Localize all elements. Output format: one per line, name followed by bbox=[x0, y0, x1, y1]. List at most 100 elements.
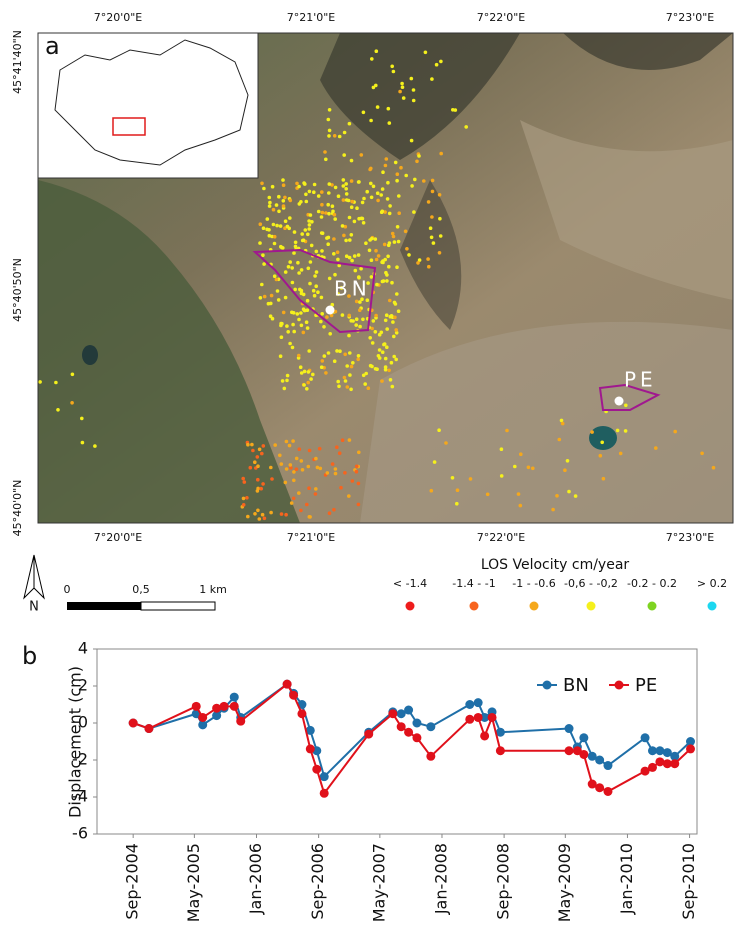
legend-swatch bbox=[648, 602, 657, 611]
y-tick-label: -2 bbox=[72, 750, 88, 769]
velocity-point bbox=[299, 311, 303, 315]
panel-label: b bbox=[22, 642, 37, 670]
velocity-point bbox=[307, 370, 311, 374]
velocity-point bbox=[277, 210, 281, 214]
panel-label: a bbox=[45, 32, 60, 60]
legend-label: PE bbox=[635, 675, 657, 696]
velocity-point bbox=[280, 512, 284, 516]
velocity-point bbox=[389, 315, 393, 319]
velocity-point bbox=[412, 210, 416, 214]
data-point bbox=[236, 717, 245, 726]
velocity-point bbox=[292, 497, 296, 501]
velocity-point bbox=[381, 259, 385, 263]
velocity-point bbox=[70, 401, 74, 405]
x-tick-label: Sep-2008 bbox=[494, 843, 513, 920]
velocity-point bbox=[319, 320, 323, 324]
velocity-point bbox=[327, 118, 331, 122]
velocity-point bbox=[386, 197, 390, 201]
velocity-point bbox=[279, 224, 283, 228]
velocity-point bbox=[456, 488, 460, 492]
velocity-point bbox=[381, 210, 385, 214]
velocity-point bbox=[299, 365, 303, 369]
velocity-point bbox=[326, 242, 330, 246]
velocity-point bbox=[432, 241, 436, 245]
velocity-point bbox=[350, 365, 354, 369]
velocity-point bbox=[282, 199, 286, 203]
y-tick-label: -6 bbox=[72, 824, 88, 843]
velocity-point bbox=[273, 235, 277, 239]
velocity-point bbox=[358, 325, 362, 329]
velocity-point bbox=[350, 200, 354, 204]
velocity-point bbox=[616, 429, 620, 433]
velocity-point bbox=[331, 204, 335, 208]
velocity-point bbox=[322, 325, 326, 329]
data-point bbox=[670, 759, 679, 768]
velocity-point bbox=[344, 182, 348, 186]
velocity-point bbox=[300, 232, 304, 236]
velocity-point bbox=[654, 446, 658, 450]
velocity-point bbox=[369, 167, 373, 171]
x-tick-label: May-2009 bbox=[555, 843, 574, 922]
velocity-point bbox=[243, 480, 247, 484]
velocity-point bbox=[267, 302, 271, 306]
velocity-point bbox=[285, 440, 289, 444]
latitude-label: 45°40'0"N bbox=[11, 480, 24, 537]
velocity-point bbox=[272, 223, 276, 227]
velocity-point bbox=[392, 335, 396, 339]
velocity-point bbox=[396, 225, 400, 229]
velocity-point bbox=[374, 249, 378, 253]
velocity-point bbox=[71, 373, 75, 377]
velocity-point bbox=[344, 379, 348, 383]
velocity-point bbox=[259, 222, 263, 226]
velocity-point bbox=[338, 135, 342, 139]
velocity-point bbox=[342, 234, 346, 238]
velocity-point bbox=[397, 211, 401, 215]
velocity-point bbox=[286, 330, 290, 334]
velocity-point bbox=[320, 296, 324, 300]
site-marker bbox=[615, 397, 624, 406]
legend-swatch bbox=[587, 602, 596, 611]
north-arrow bbox=[24, 555, 44, 598]
velocity-point bbox=[245, 496, 249, 500]
data-point bbox=[388, 709, 397, 718]
legend-label: -1 - -0.6 bbox=[512, 577, 555, 590]
velocity-point bbox=[293, 230, 297, 234]
velocity-point bbox=[291, 281, 295, 285]
velocity-point bbox=[384, 164, 388, 168]
velocity-point bbox=[324, 371, 328, 375]
velocity-point bbox=[289, 463, 293, 467]
x-tick-label: May-2005 bbox=[184, 843, 203, 922]
velocity-point bbox=[560, 419, 564, 423]
data-point bbox=[144, 724, 153, 733]
velocity-point bbox=[256, 509, 260, 513]
velocity-point bbox=[342, 198, 346, 202]
data-point bbox=[412, 733, 421, 742]
velocity-point bbox=[380, 379, 384, 383]
velocity-point bbox=[397, 309, 401, 313]
velocity-point bbox=[310, 244, 314, 248]
velocity-point bbox=[250, 443, 254, 447]
velocity-point bbox=[377, 254, 381, 258]
velocity-point bbox=[260, 182, 264, 186]
velocity-point bbox=[288, 444, 292, 448]
velocity-point bbox=[287, 265, 291, 269]
velocity-point bbox=[308, 449, 312, 453]
velocity-point bbox=[273, 274, 277, 278]
velocity-point bbox=[392, 70, 396, 74]
velocity-point bbox=[355, 470, 359, 474]
velocity-point bbox=[673, 430, 677, 434]
velocity-point bbox=[370, 258, 374, 262]
data-point bbox=[404, 706, 413, 715]
velocity-point bbox=[270, 294, 274, 298]
legend-label: > 0.2 bbox=[697, 577, 727, 590]
velocity-point bbox=[258, 241, 262, 245]
velocity-point bbox=[370, 57, 374, 61]
velocity-point bbox=[410, 77, 414, 81]
velocity-point bbox=[307, 465, 311, 469]
legend-title: LOS Velocity cm/year bbox=[481, 557, 630, 573]
velocity-point bbox=[338, 349, 342, 353]
velocity-point bbox=[350, 205, 354, 209]
velocity-point bbox=[371, 341, 375, 345]
velocity-point bbox=[291, 439, 295, 443]
velocity-point bbox=[277, 298, 281, 302]
